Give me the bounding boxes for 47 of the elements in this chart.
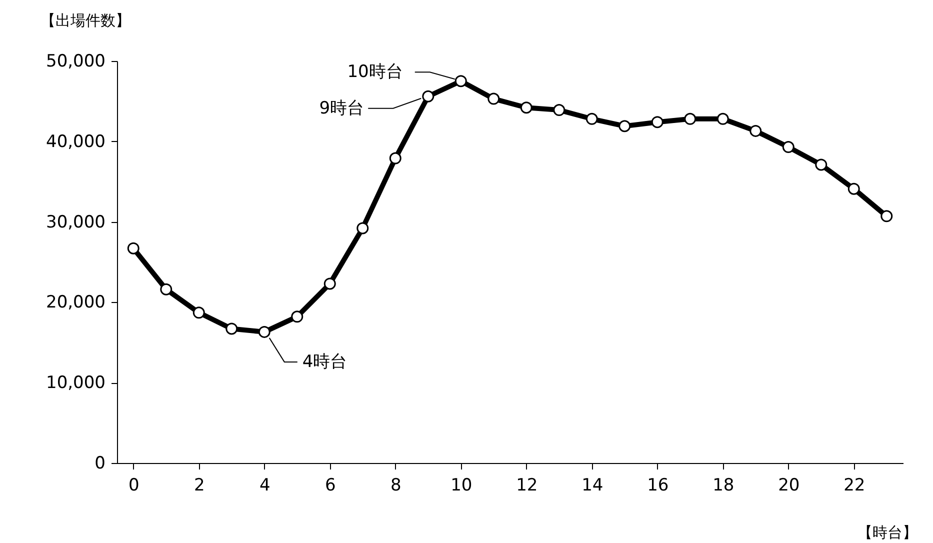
point — [618, 120, 631, 132]
x-tick-label: 6 — [324, 476, 336, 496]
x-axis-title: 【時台】 — [858, 524, 918, 542]
annotation: 9時台 — [319, 98, 364, 118]
point — [684, 112, 696, 125]
y-axis-title: 【出場件数】 — [40, 12, 130, 30]
y-tick-label: 30,000 — [46, 212, 106, 232]
y-tick-label: 10,000 — [46, 373, 106, 394]
point — [127, 242, 140, 254]
x-tick-label: 8 — [390, 476, 402, 496]
x-tick-label: 4 — [259, 476, 270, 496]
point — [258, 326, 270, 338]
point — [291, 310, 304, 323]
x-tick-label: 16 — [647, 476, 669, 496]
annotation: 4時台 — [302, 352, 348, 372]
y-tick-label: 20,000 — [46, 292, 106, 313]
point — [160, 283, 172, 296]
x-tick-label: 14 — [582, 476, 604, 496]
annotation: 10時台 — [347, 62, 403, 82]
x-tick-label: 20 — [778, 476, 800, 496]
point — [192, 306, 205, 319]
point — [226, 322, 238, 335]
point — [324, 278, 336, 290]
point — [848, 182, 860, 195]
y-tick-label: 50,000 — [46, 52, 106, 72]
x-tick-label: 18 — [712, 476, 734, 496]
point — [488, 92, 500, 105]
x-tick-label: 22 — [844, 476, 866, 496]
point — [356, 222, 369, 234]
point — [389, 152, 402, 164]
point — [782, 141, 794, 154]
x-tick-label: 2 — [194, 476, 205, 496]
point — [553, 104, 566, 116]
point — [422, 90, 434, 102]
point — [651, 116, 664, 128]
y-tick-label: 0 — [94, 454, 106, 474]
x-tick-label: 0 — [128, 476, 140, 496]
point — [880, 210, 893, 222]
point — [586, 112, 598, 125]
x-tick-label: 12 — [516, 476, 538, 496]
point — [815, 158, 828, 171]
point — [750, 124, 762, 137]
x-tick-label: 10 — [450, 476, 472, 496]
y-tick-label: 40,000 — [46, 132, 106, 152]
point — [520, 102, 532, 114]
point — [454, 75, 467, 88]
point — [716, 112, 729, 125]
